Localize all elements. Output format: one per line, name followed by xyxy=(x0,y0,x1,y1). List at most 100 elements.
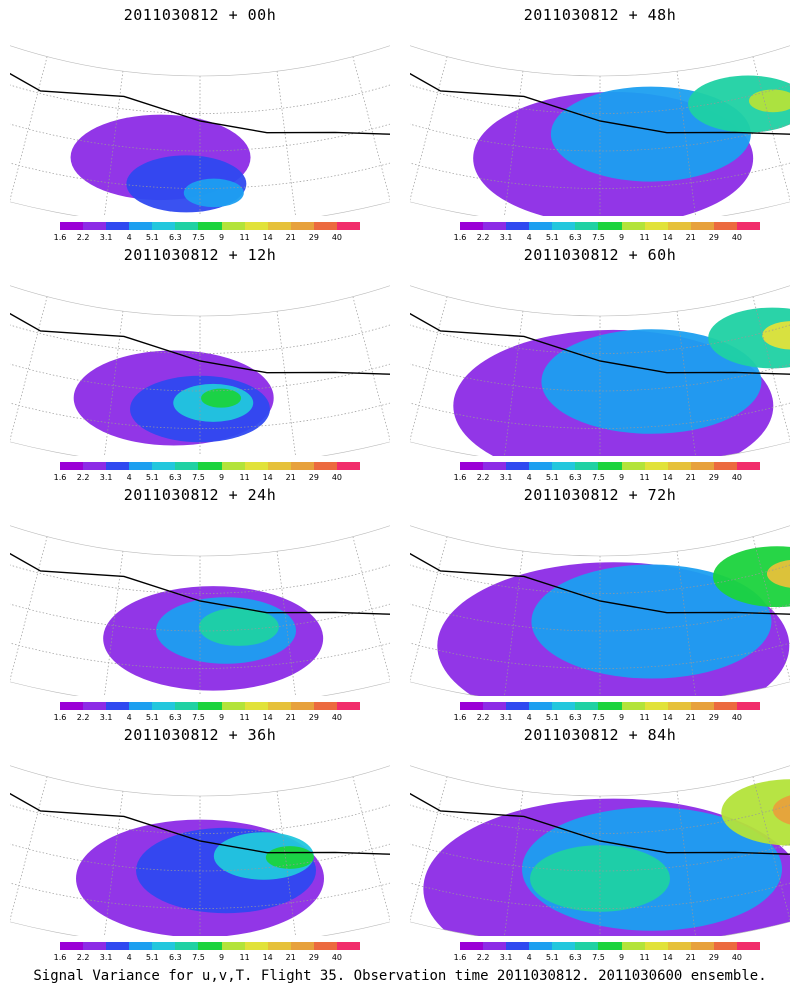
colorbar-tick-label: 1.6 xyxy=(53,233,67,242)
graticule xyxy=(10,56,390,216)
colorbar-swatch xyxy=(198,702,222,710)
colorbar-tick-label: 6.3 xyxy=(169,233,182,242)
variance-contour xyxy=(531,564,772,679)
colorbar-swatch xyxy=(198,942,222,950)
colorbar-swatch xyxy=(667,462,691,470)
polar-map xyxy=(10,45,390,216)
colorbar-tick-label: 14 xyxy=(262,473,273,482)
colorbar-swatch xyxy=(290,702,314,710)
panel-title: 2011030812 + 00h xyxy=(123,6,277,24)
colorbar-swatch xyxy=(575,702,599,710)
colorbar-tick-label: 4 xyxy=(126,953,132,962)
colorbar-tick-label: 14 xyxy=(662,713,673,722)
colorbar-swatch xyxy=(529,462,553,470)
colorbar-tick-label: 14 xyxy=(262,953,273,962)
polar-map xyxy=(410,765,790,936)
colorbar-tick-label: 7.5 xyxy=(192,713,205,722)
colorbar-tick-label: 4 xyxy=(126,473,132,482)
colorbar-tick-label: 2.2 xyxy=(76,953,90,962)
colorbar-swatch xyxy=(290,462,314,470)
variance-contour xyxy=(265,846,314,869)
colorbar-tick-label: 1.6 xyxy=(453,233,467,242)
colorbar-tick-label: 2.2 xyxy=(76,233,90,242)
colorbar-swatch xyxy=(83,702,107,710)
colorbar-tick-label: 4 xyxy=(526,233,532,242)
colorbar-swatch xyxy=(198,462,222,470)
colorbar-tick-label: 3.1 xyxy=(99,953,113,962)
polar-map xyxy=(10,765,390,936)
colorbar-swatch xyxy=(736,702,761,710)
colorbar-swatch xyxy=(313,702,337,710)
colorbar-ticks: 1.6 2.2 3.1 4 5.1 6.3 7.5 9 11 14 21 29 40 xyxy=(454,713,760,723)
colorbar-tick-label: 9 xyxy=(618,713,625,722)
colorbar-tick-label: 21 xyxy=(685,233,696,242)
variance-contour xyxy=(201,388,242,408)
colorbar xyxy=(60,942,361,950)
colorbar-tick-label: 40 xyxy=(331,473,343,482)
colorbar-tick-label: 5.1 xyxy=(545,713,559,722)
colorbar-swatch xyxy=(460,222,484,230)
colorbar-tick-label: 14 xyxy=(662,473,673,482)
colorbar-tick-label: 1.6 xyxy=(53,953,67,962)
colorbar-tick-label: 4 xyxy=(126,713,132,722)
colorbar-swatch xyxy=(152,462,176,470)
colorbar-swatch xyxy=(713,702,737,710)
panel-title: 2011030812 + 72h xyxy=(523,486,677,504)
colorbar-tick-label: 3.1 xyxy=(99,473,113,482)
colorbar xyxy=(60,702,361,710)
colorbar-swatch xyxy=(483,942,507,950)
colorbar-tick-label: 7.5 xyxy=(192,953,205,962)
colorbar-swatch xyxy=(644,702,668,710)
variance-contour xyxy=(766,559,790,589)
colorbar-swatch xyxy=(506,222,530,230)
colorbar-swatch xyxy=(175,462,199,470)
colorbar-tick-label: 29 xyxy=(308,953,319,962)
colorbar-swatch xyxy=(83,222,107,230)
colorbar-swatch xyxy=(336,942,361,950)
colorbar-ticks: 1.6 2.2 3.1 4 5.1 6.3 7.5 9 11 14 21 29 40 xyxy=(454,473,760,483)
colorbar-swatch xyxy=(598,222,622,230)
colorbar-tick-label: 2.2 xyxy=(476,713,490,722)
colorbar-tick-label: 40 xyxy=(731,713,743,722)
colorbar-tick-label: 21 xyxy=(285,713,296,722)
colorbar-swatch xyxy=(221,462,245,470)
colorbar-swatch xyxy=(83,462,107,470)
colorbar-tick-label: 9 xyxy=(618,233,625,242)
forecast-panel: 2011030812 + 12h 1.6 2.2 3.1 4 5.1 6.3 7.5 9 11 14… xyxy=(0,240,400,482)
colorbar-swatch xyxy=(129,702,153,710)
colorbar-swatch xyxy=(644,942,668,950)
colorbar-swatch xyxy=(644,222,668,230)
colorbar-tick-label: 11 xyxy=(639,953,650,962)
panel-title: 2011030812 + 84h xyxy=(523,726,677,744)
colorbar-swatch xyxy=(483,222,507,230)
colorbar-tick-label: 9 xyxy=(618,953,625,962)
colorbar-tick-label: 1.6 xyxy=(453,953,467,962)
colorbar-swatch xyxy=(175,942,199,950)
colorbar-tick-label: 6.3 xyxy=(569,713,582,722)
colorbar-tick-label: 3.1 xyxy=(499,953,513,962)
colorbar-tick-label: 6.3 xyxy=(169,713,182,722)
colorbar-swatch xyxy=(129,222,153,230)
colorbar-ticks: 1.6 2.2 3.1 4 5.1 6.3 7.5 9 11 14 21 29 40 xyxy=(54,953,360,963)
colorbar-tick-label: 6.3 xyxy=(569,473,582,482)
forecast-panel: 2011030812 + 36h 1.6 2.2 3.1 4 5.1 6.3 7.5 9 11 14… xyxy=(0,720,400,963)
colorbar-swatch xyxy=(60,702,84,710)
colorbar-tick-label: 14 xyxy=(662,953,673,962)
colorbar-swatch xyxy=(129,462,153,470)
forecast-panel: 2011030812 + 24h 1.6 2.2 3.1 4 5.1 6.3 7.5 9 11 14… xyxy=(0,480,400,723)
colorbar-tick-label: 5.1 xyxy=(545,953,559,962)
variance-contour xyxy=(541,329,762,434)
colorbar-swatch xyxy=(267,942,291,950)
colorbar-swatch xyxy=(267,222,291,230)
colorbar-swatch xyxy=(106,702,130,710)
colorbar-tick-label: 29 xyxy=(308,233,319,242)
polar-map xyxy=(10,525,390,696)
colorbar-swatch xyxy=(506,942,530,950)
colorbar-swatch xyxy=(552,702,576,710)
colorbar-swatch xyxy=(483,462,507,470)
variance-contour xyxy=(530,845,670,912)
colorbar-ticks: 1.6 2.2 3.1 4 5.1 6.3 7.5 9 11 14 21 29 40 xyxy=(54,713,360,723)
colorbar-tick-label: 21 xyxy=(685,713,696,722)
polar-map xyxy=(10,285,390,456)
colorbar-swatch xyxy=(460,942,484,950)
